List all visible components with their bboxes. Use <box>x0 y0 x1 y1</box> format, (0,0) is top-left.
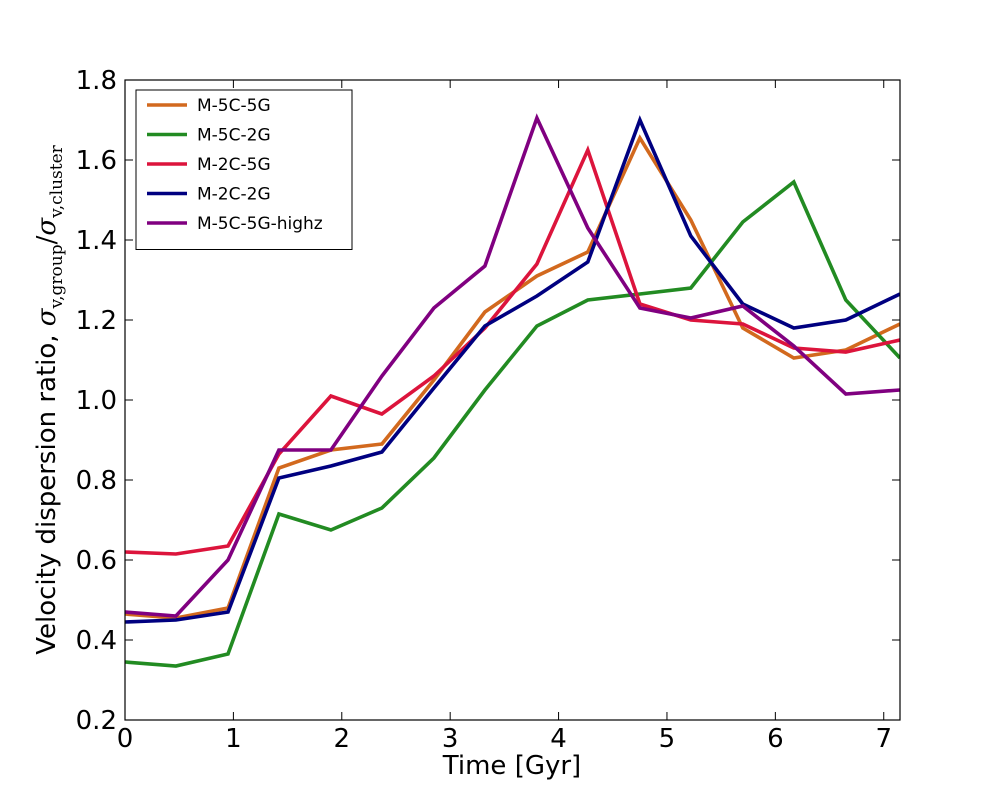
legend-label-m-5c-5g: M-5C-5G <box>197 96 271 116</box>
series-line-m-2c-2g <box>125 115 900 624</box>
y-tick-label: 1.2 <box>76 306 117 336</box>
y-tick-label: 0.2 <box>76 706 117 736</box>
series-line-m-2c-5g <box>125 145 900 556</box>
y-tick-label: 1.6 <box>76 146 117 176</box>
y-tick-label: 0.6 <box>76 546 117 576</box>
y-axis-label-text: Velocity dispersion ratio, <box>32 326 62 655</box>
legend: M-5C-5G M-5C-2G M-2C-5G M-2C-2G M-5C-5G-high… <box>135 89 353 250</box>
ticks-layer: 0 1 2 3 4 5 6 7 0.2 0.4 0.6 0.8 1.0 1.2 1.4 1.6 1.8 <box>76 66 900 754</box>
x-tick-label: 4 <box>550 724 567 754</box>
x-tick-label: 5 <box>659 724 676 754</box>
y-tick-label: 1.4 <box>76 226 117 256</box>
legend-label-m-5c-5g-highz: M-5C-5G-highz <box>197 214 323 234</box>
x-tick-label: 6 <box>767 724 784 754</box>
legend-label-m-2c-5g: M-2C-5G <box>197 155 271 175</box>
x-tick-label: 3 <box>442 724 459 754</box>
legend-label-m-2c-2g: M-2C-2G <box>197 185 271 205</box>
x-tick-label: 1 <box>225 724 242 754</box>
y-axis-sigma-num: σ <box>32 307 62 326</box>
series-line-m-5c-2g <box>125 179 900 668</box>
y-axis-sub-den: v,cluster <box>47 144 67 219</box>
y-axis-sub-num: v,group <box>47 244 67 309</box>
y-axis-slash: / <box>32 235 62 244</box>
y-tick-label: 1.8 <box>76 66 117 96</box>
legend-label-m-5c-2g: M-5C-2G <box>197 126 271 146</box>
x-tick-label: 2 <box>334 724 351 754</box>
series-layer <box>125 113 900 668</box>
y-tick-label: 0.4 <box>76 626 117 656</box>
series-line-m-5c-5g-highz <box>125 113 900 618</box>
y-tick-label: 0.8 <box>76 466 117 496</box>
y-axis-sigma-den: σ <box>32 217 62 236</box>
y-tick-label: 1.0 <box>76 386 117 416</box>
x-axis-label: Time [Gyr] <box>442 751 581 781</box>
x-tick-label: 7 <box>875 724 892 754</box>
y-axis-label: Velocity dispersion ratio, σv,group/σv,c… <box>32 144 67 654</box>
x-tick-label: 0 <box>117 724 134 754</box>
